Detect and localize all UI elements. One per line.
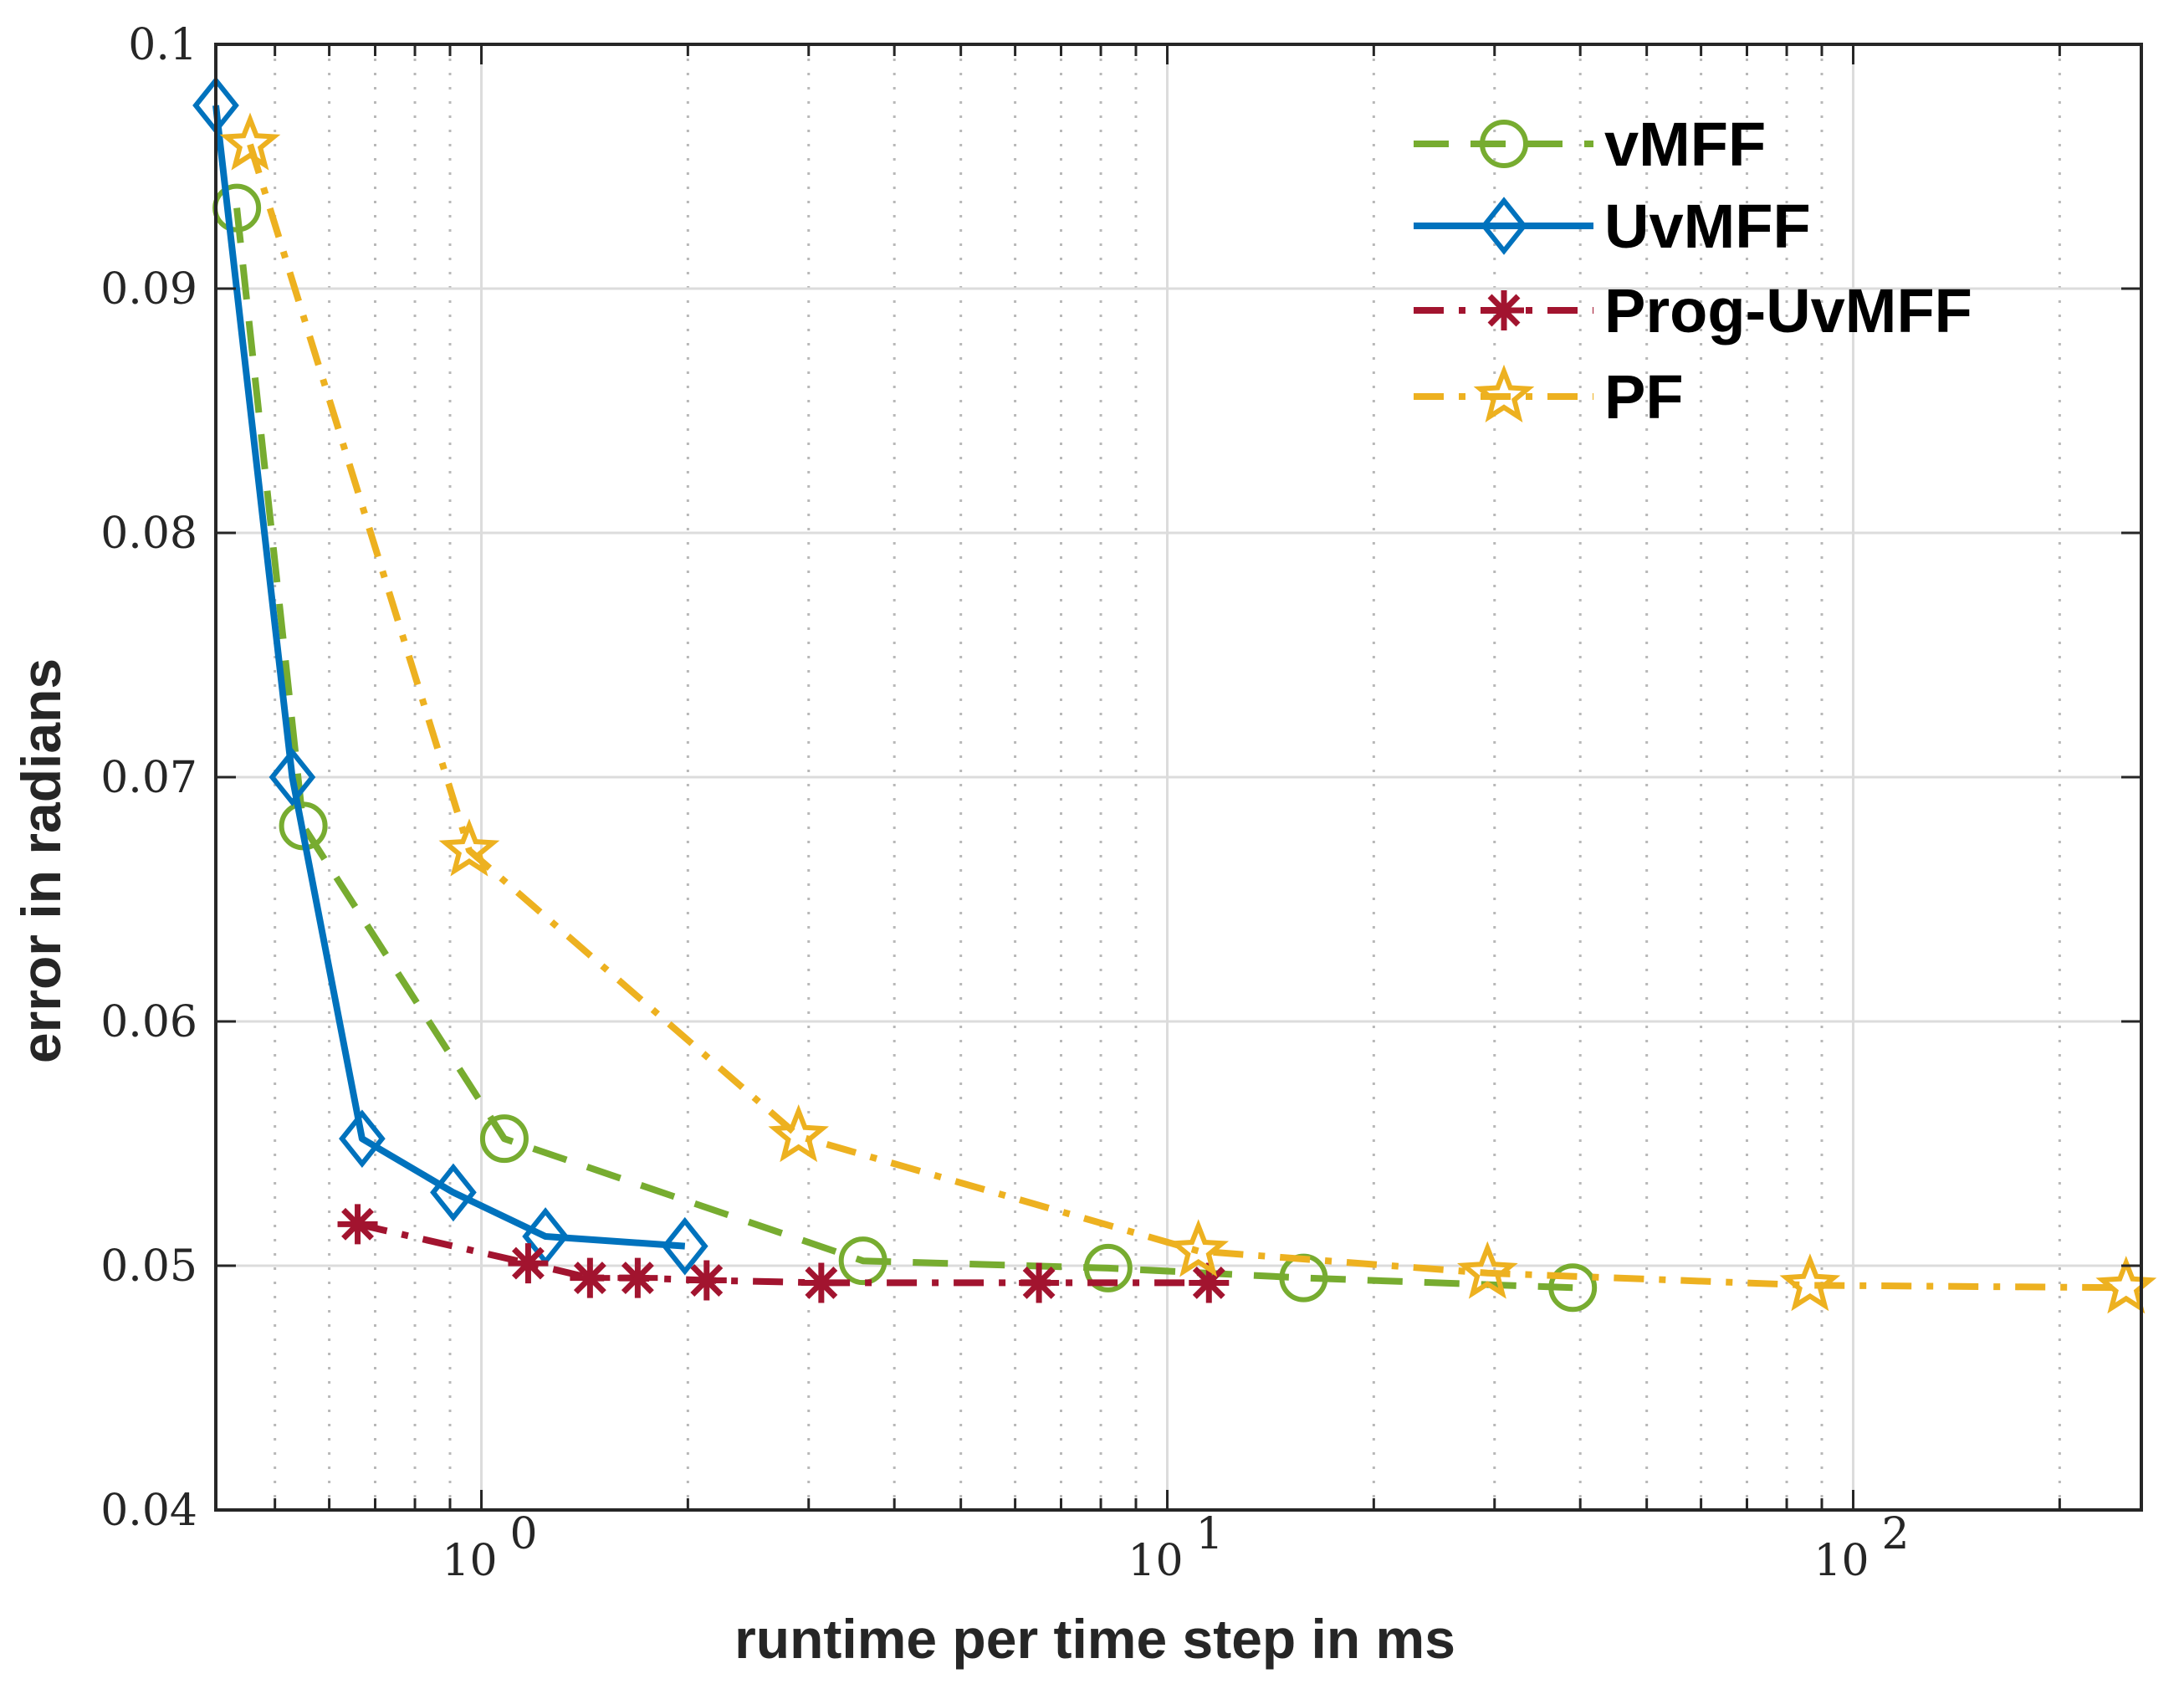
legend-label: UvMFF — [1604, 192, 1811, 261]
data-point — [800, 1262, 841, 1303]
data-point — [1457, 1241, 1518, 1299]
x-tick-exponent: 1 — [1196, 1509, 1224, 1559]
data-point — [1168, 1219, 1230, 1277]
x-tick-label: 10 — [442, 1536, 497, 1586]
data-point — [1548, 1263, 1598, 1313]
y-tick-label: 0.09 — [100, 264, 197, 315]
data-point — [2095, 1256, 2157, 1314]
legend-marker — [1473, 364, 1535, 422]
data-point — [768, 1103, 829, 1163]
y-tick-label: 0.07 — [100, 753, 197, 803]
data-point — [570, 1257, 611, 1298]
data-point — [661, 1216, 708, 1276]
y-tick-label: 0.05 — [100, 1241, 197, 1292]
series-line — [233, 207, 1573, 1292]
asterisk-stroke — [1192, 1266, 1225, 1299]
data-point — [339, 1109, 386, 1168]
series-pf — [219, 112, 2157, 1314]
series-line — [247, 143, 2126, 1292]
legend-marker — [1484, 290, 1524, 330]
data-point — [1779, 1253, 1841, 1312]
asterisk-stroke — [341, 1207, 374, 1241]
data-point — [617, 1257, 658, 1298]
legend-entry-pf: PF — [1414, 362, 1684, 432]
y-tick-labels: 0.04 0.05 0.06 0.07 0.08 0.09 0.1 — [100, 20, 197, 1536]
legend-marker — [1481, 197, 1527, 255]
data-point — [1189, 1262, 1230, 1303]
data-point — [838, 1236, 887, 1286]
x-tick-label: 10 — [1128, 1536, 1183, 1586]
data-point — [219, 112, 281, 171]
series-line — [212, 105, 686, 1250]
data-point — [1019, 1262, 1060, 1303]
asterisk-stroke — [573, 1262, 606, 1295]
data-point — [269, 748, 316, 806]
x-tick-labels: 10 0 10 1 10 2 — [442, 1509, 1909, 1586]
asterisk-stroke — [621, 1262, 654, 1295]
data-point — [1083, 1243, 1133, 1292]
legend: vMFF UvMFF Prog-UvMFF PF — [1414, 110, 1972, 432]
y-tick-label: 0.1 — [128, 20, 197, 70]
legend-entry-uvmff: UvMFF — [1414, 192, 1811, 261]
legend-label: PF — [1604, 362, 1684, 432]
x-tick-exponent: 2 — [1882, 1509, 1910, 1559]
y-axis-label: error in radians — [10, 658, 72, 1063]
x-axis-label: runtime per time step in ms — [734, 1608, 1455, 1670]
series-layer — [192, 76, 2157, 1314]
legend-label: Prog-UvMFF — [1604, 276, 1972, 345]
tick-marks — [216, 43, 2141, 1512]
legend-entry-vmff: vMFF — [1414, 110, 1766, 179]
y-tick-label: 0.04 — [100, 1486, 197, 1536]
legend-marker — [1480, 120, 1528, 168]
data-point — [479, 1114, 529, 1164]
data-point — [438, 818, 500, 877]
x-tick-exponent: 0 — [510, 1509, 538, 1559]
asterisk-stroke — [511, 1246, 545, 1280]
data-point — [508, 1243, 549, 1284]
asterisk-stroke — [1022, 1266, 1056, 1299]
data-point — [686, 1260, 727, 1301]
asterisk-stroke — [1487, 294, 1521, 327]
asterisk-stroke — [690, 1264, 724, 1297]
y-tick-label: 0.06 — [100, 997, 197, 1047]
x-tick-label: 10 — [1813, 1536, 1869, 1586]
data-point — [430, 1163, 477, 1222]
legend-label: vMFF — [1604, 110, 1766, 179]
series-prog-uvmff — [337, 1204, 1230, 1303]
legend-entry-prog-uvmff: Prog-UvMFF — [1414, 276, 1972, 345]
asterisk-stroke — [805, 1266, 838, 1299]
data-point — [337, 1204, 378, 1245]
y-tick-label: 0.08 — [100, 509, 197, 559]
